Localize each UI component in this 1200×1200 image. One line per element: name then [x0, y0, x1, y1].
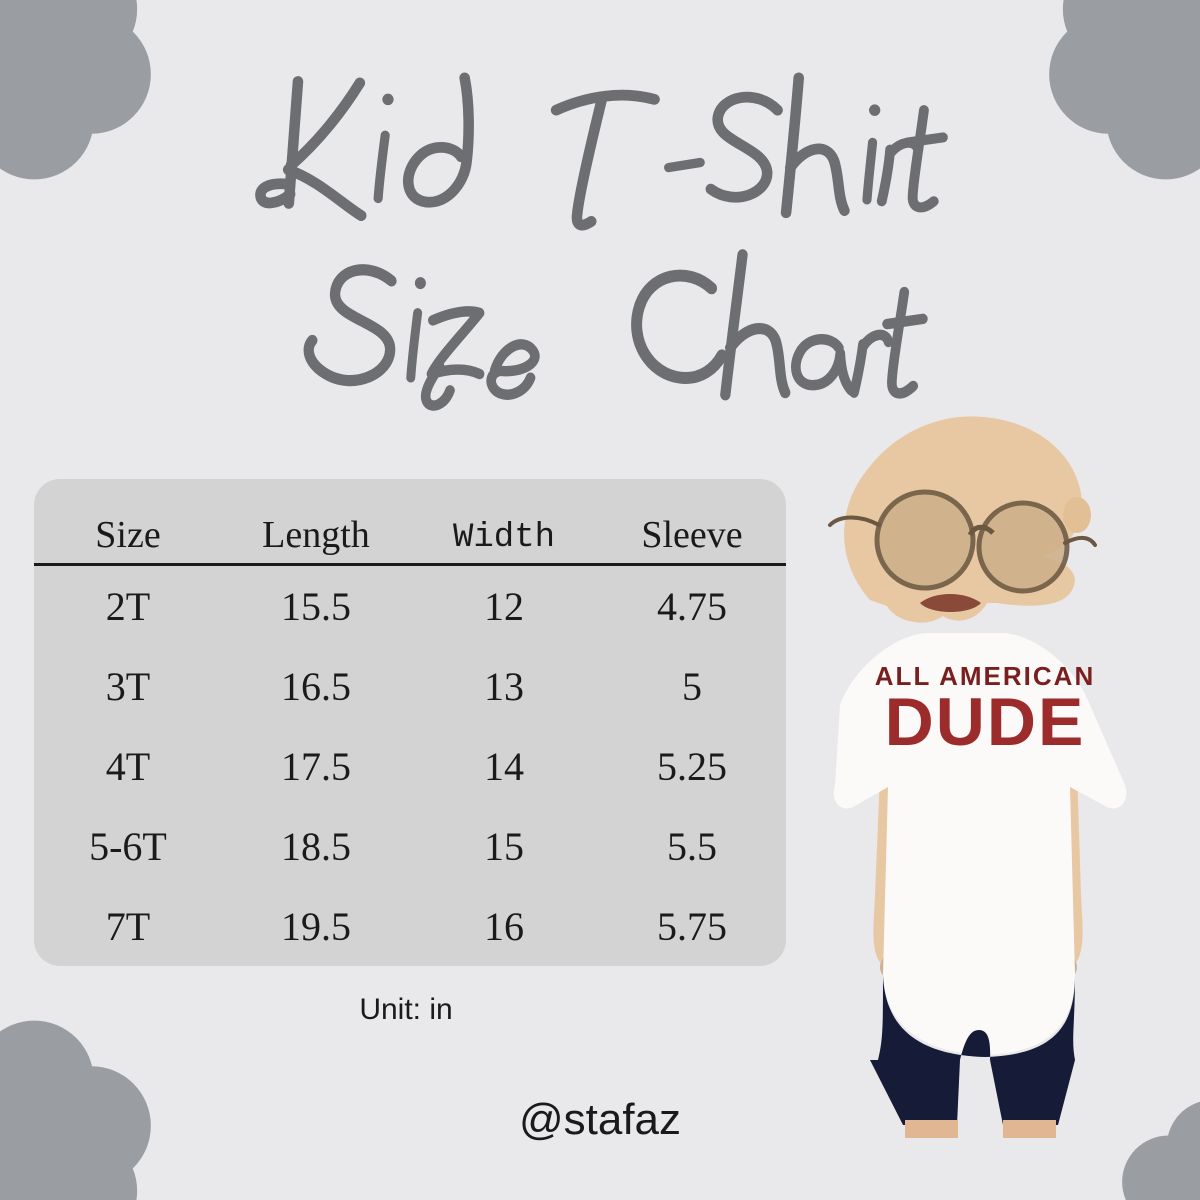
svg-text:DUDE: DUDE: [885, 684, 1086, 760]
